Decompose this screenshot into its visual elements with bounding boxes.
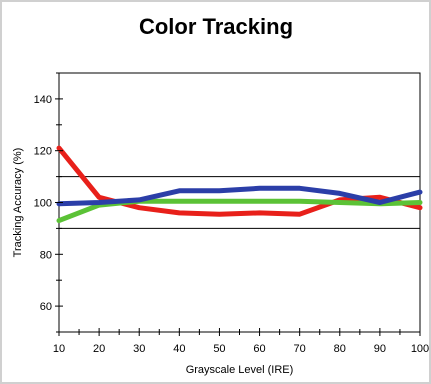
x-tick-label: 70	[294, 343, 306, 355]
y-axis-ticks: 60 80 100 120 140	[34, 72, 63, 333]
reference-lines	[59, 176, 420, 229]
x-tick-label: 100	[411, 343, 429, 355]
x-tick-label: 80	[334, 343, 346, 355]
x-tick-label: 60	[253, 343, 265, 355]
y-tick-label: 100	[34, 198, 52, 210]
x-axis-label: Grayscale Level (IRE)	[186, 364, 294, 376]
y-tick-label: 80	[40, 249, 52, 261]
x-tick-label: 50	[213, 343, 225, 355]
x-tick-label: 20	[93, 343, 105, 355]
y-tick-label: 60	[40, 301, 52, 313]
series-group	[56, 145, 423, 224]
x-tick-label: 10	[53, 343, 65, 355]
series-line-3	[56, 185, 423, 207]
y-tick-label: 120	[34, 146, 52, 158]
y-tick-label: 140	[34, 94, 52, 106]
x-tick-label: 90	[374, 343, 386, 355]
x-tick-label: 40	[173, 343, 185, 355]
chart-title: Color Tracking	[139, 14, 293, 39]
x-tick-label: 30	[133, 343, 145, 355]
x-axis-ticks: 10 20 30 40 50 60 70 80 90 100	[53, 328, 429, 355]
y-axis-label: Tracking Accuracy (%)	[12, 148, 24, 258]
